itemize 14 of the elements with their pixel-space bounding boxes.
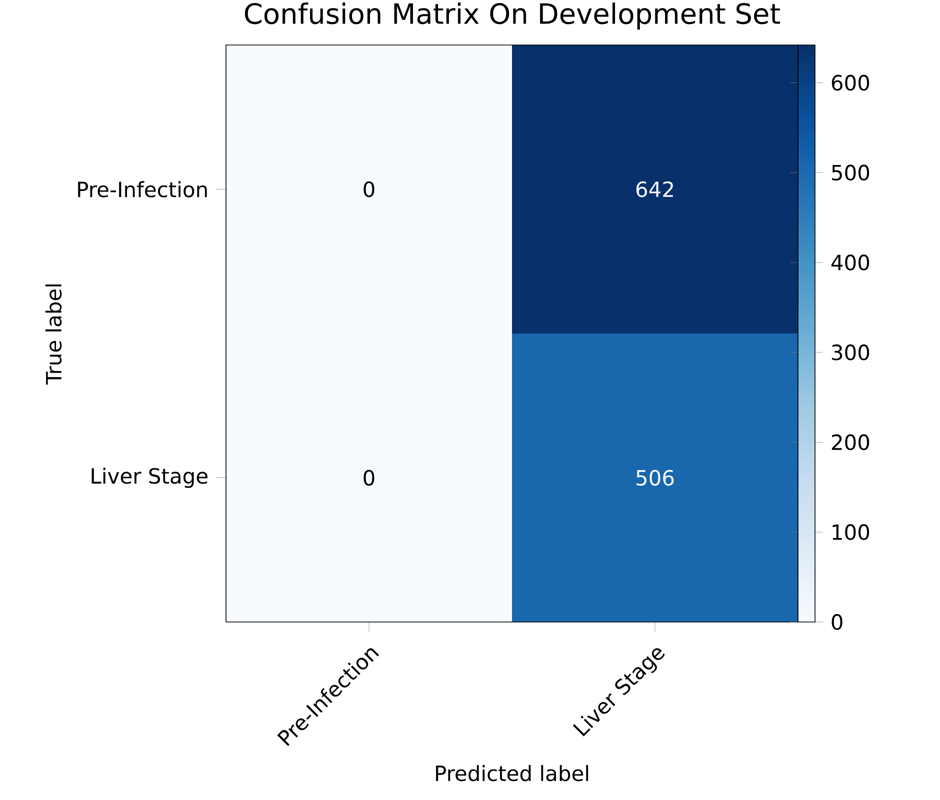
color-bar-label: 100: [832, 524, 870, 540]
chart-title: Confusion Matrix On Development Set: [244, 2, 780, 30]
color-bar-label: 200: [832, 434, 870, 450]
data-label: 0: [364, 470, 374, 486]
data-label: 642: [636, 181, 673, 198]
data-label: 506: [636, 470, 674, 486]
color-bar-label: 600: [832, 74, 870, 91]
color-bar-label: 300: [832, 344, 870, 360]
color-bar-label: 500: [832, 164, 870, 181]
color-bar-label: 0: [832, 614, 842, 630]
x-axis-title: Predicted label: [436, 765, 588, 782]
data-label: 0: [364, 181, 374, 198]
color-bar-label: 400: [831, 254, 870, 270]
y-axis-title: True label: [45, 284, 62, 385]
